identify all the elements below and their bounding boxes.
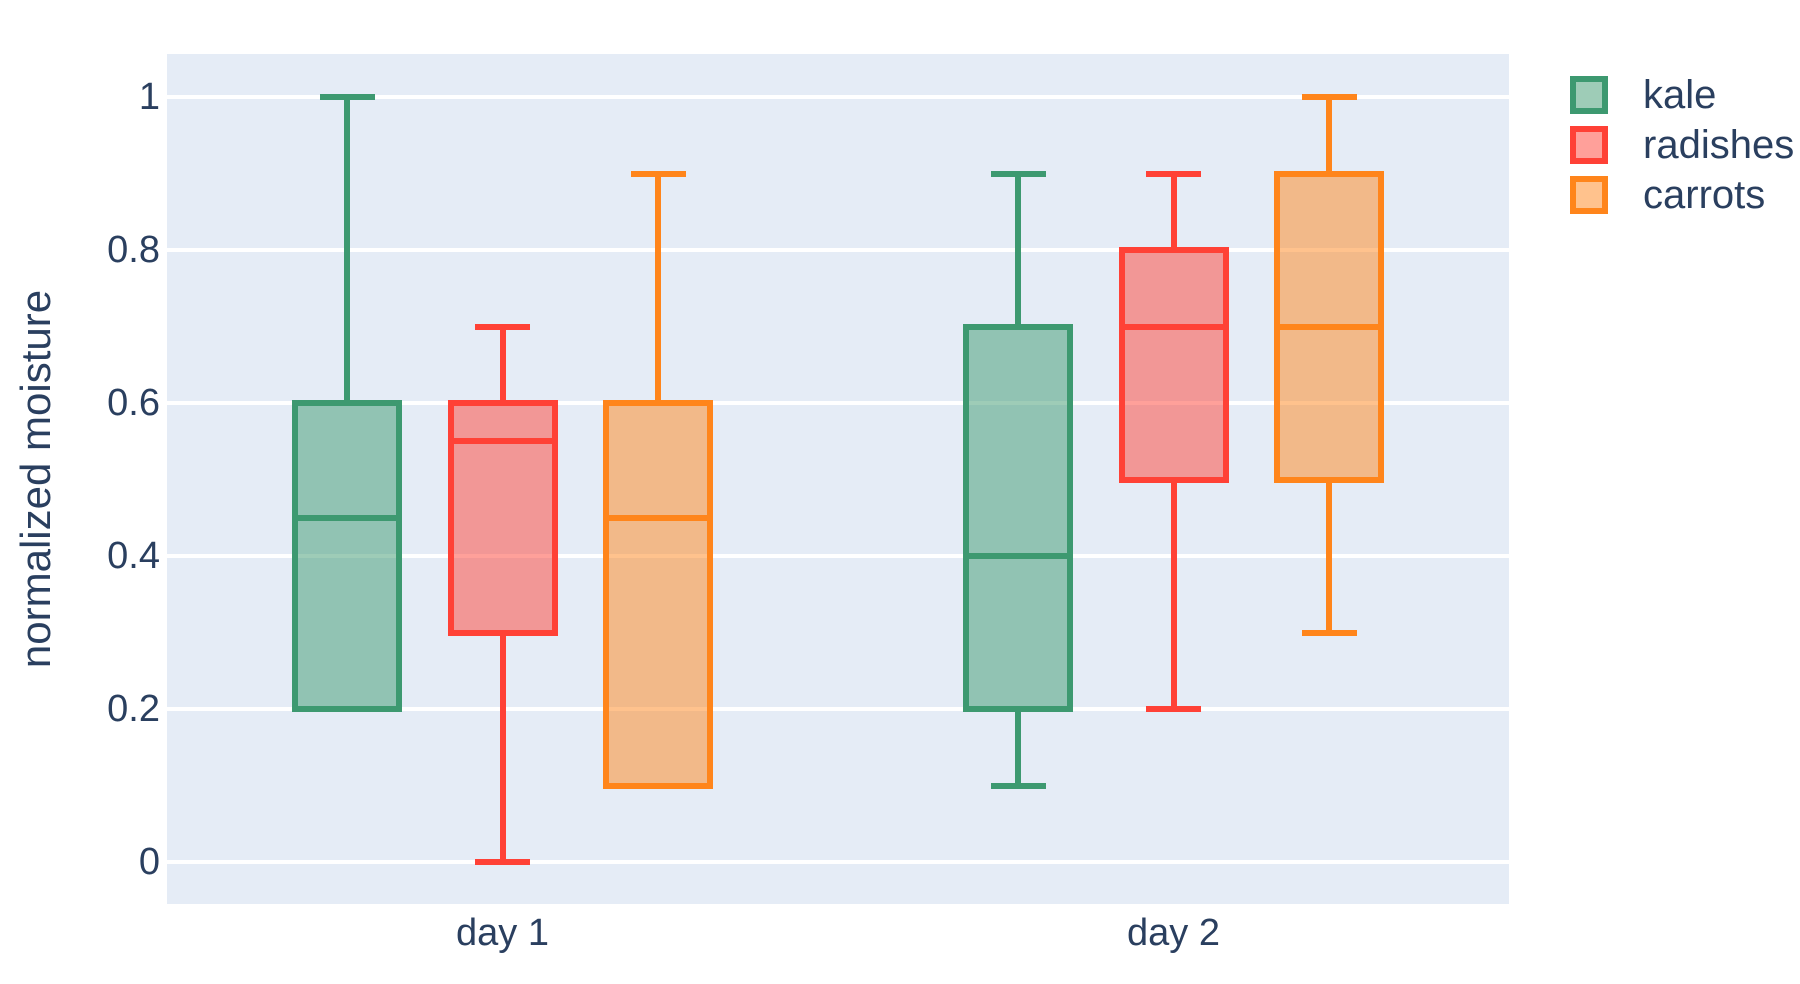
y-tick-label: 0 — [138, 841, 160, 883]
y-tick-label: 0.4 — [107, 535, 160, 577]
legend-item-label: carrots — [1643, 173, 1766, 217]
whisker-cap-max — [1146, 170, 1201, 177]
legend-item-label: kale — [1643, 73, 1717, 117]
y-tick-label: 0.6 — [107, 382, 160, 424]
legend-item-kale[interactable]: kale — [1570, 73, 1794, 117]
legend-swatch-icon — [1570, 76, 1608, 114]
legend-item-radishes[interactable]: radishes — [1570, 123, 1795, 167]
y-tick-label: 0.2 — [107, 688, 160, 730]
box-rect — [447, 400, 558, 636]
legend-item-label: radishes — [1643, 123, 1795, 167]
x-tick-label: day 1 — [456, 912, 549, 954]
legend-swatch-icon — [1570, 126, 1608, 164]
y-tick-label: 1 — [138, 76, 160, 118]
median-line — [453, 438, 552, 445]
box-rect — [603, 400, 713, 789]
whisker-stem-top — [344, 97, 350, 403]
whisker-cap-min — [1301, 629, 1357, 636]
whisker-stem-bottom — [499, 632, 506, 862]
median-line — [1280, 323, 1378, 330]
median-line — [969, 553, 1067, 559]
whisker-cap-max — [630, 170, 686, 177]
whisker-cap-min — [475, 859, 530, 865]
gridline — [167, 401, 1509, 405]
whisker-stem-top — [1170, 173, 1177, 250]
legend-swatch-icon — [1570, 176, 1608, 214]
whisker-stem-top — [1326, 97, 1332, 174]
whisker-cap-min — [990, 782, 1046, 789]
legend-item-carrots[interactable]: carrots — [1570, 173, 1794, 217]
whisker-stem-bottom — [1326, 479, 1332, 633]
median-line — [298, 514, 396, 521]
whisker-cap-max — [990, 170, 1046, 177]
whisker-stem-top — [655, 173, 661, 403]
median-line — [609, 514, 707, 521]
box-rect — [292, 400, 402, 712]
whisker-stem-top — [1015, 173, 1021, 327]
gridline — [167, 248, 1509, 252]
whisker-cap-max — [1301, 94, 1357, 100]
gridline — [167, 95, 1509, 99]
whisker-stem-bottom — [1015, 709, 1021, 786]
gridline — [167, 554, 1509, 558]
gridline — [167, 860, 1509, 864]
box-rect — [1118, 247, 1229, 483]
legend: kale radishes carrots — [1570, 73, 1795, 226]
plot-area[interactable] — [167, 54, 1509, 904]
gridline — [167, 707, 1509, 711]
whisker-stem-bottom — [1170, 479, 1177, 709]
whisker-stem-top — [499, 326, 506, 403]
y-axis-title: normalized moisture — [12, 289, 59, 669]
box-rect — [963, 323, 1073, 712]
whisker-cap-min — [1146, 706, 1201, 712]
whisker-cap-max — [475, 323, 530, 330]
median-line — [1124, 323, 1223, 330]
x-tick-label: day 2 — [1127, 912, 1220, 954]
whisker-cap-max — [319, 94, 375, 100]
y-tick-label: 0.8 — [107, 229, 160, 271]
